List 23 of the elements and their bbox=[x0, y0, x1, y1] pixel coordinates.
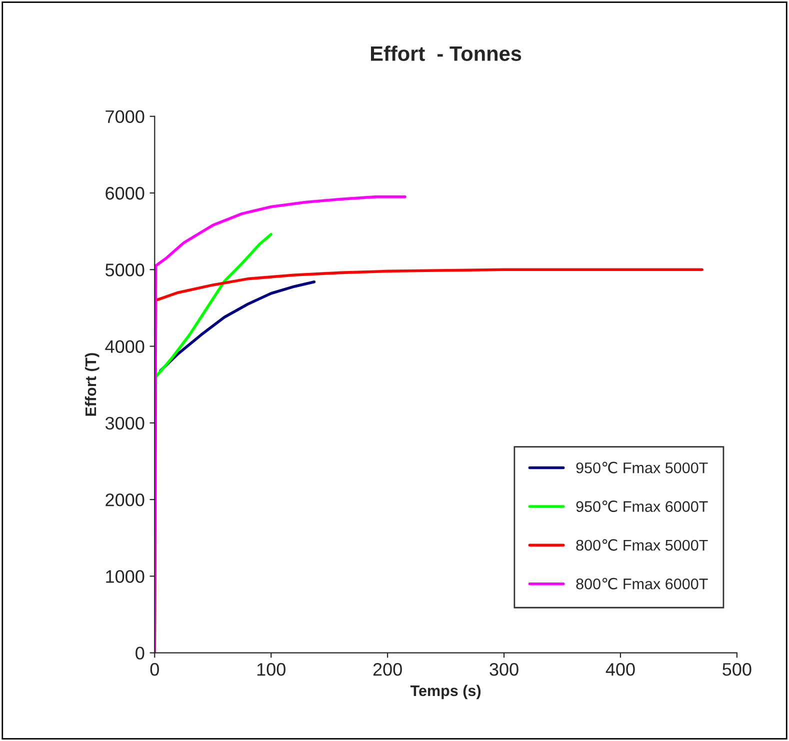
legend-label: 950℃ Fmax 5000T bbox=[576, 462, 708, 474]
legend-label: 950℃ Fmax 6000T bbox=[576, 500, 708, 512]
x-tick-label: 200 bbox=[373, 663, 402, 676]
y-tick-label: 3000 bbox=[105, 416, 144, 430]
y-tick-label: 2000 bbox=[106, 493, 144, 506]
y-tick-label: 7000 bbox=[106, 110, 144, 124]
legend-label: 800℃ Fmax 5000T bbox=[576, 539, 708, 551]
x-tick-label: 100 bbox=[257, 663, 286, 676]
y-tick-label: 4000 bbox=[105, 340, 144, 353]
y-tick-label: 5000 bbox=[105, 264, 144, 276]
y-tick-label: 6000 bbox=[106, 186, 144, 200]
y-tick-label: 1000 bbox=[106, 570, 144, 583]
y-axis-title: Effort (T) bbox=[84, 353, 100, 416]
chart-title: Effort - Tonnes bbox=[370, 46, 522, 61]
x-tick-label: 300 bbox=[490, 663, 518, 676]
line-series bbox=[154, 195, 406, 653]
x-axis-title: Temps (s) bbox=[410, 684, 481, 700]
y-tick-label: 0 bbox=[136, 646, 144, 660]
legend-label: 800℃ Fmax 6000T bbox=[576, 578, 708, 590]
x-tick-label: 0 bbox=[150, 663, 159, 676]
line-series bbox=[159, 280, 316, 372]
x-tick-label: 400 bbox=[606, 663, 635, 676]
x-tick-label: 500 bbox=[722, 663, 752, 676]
